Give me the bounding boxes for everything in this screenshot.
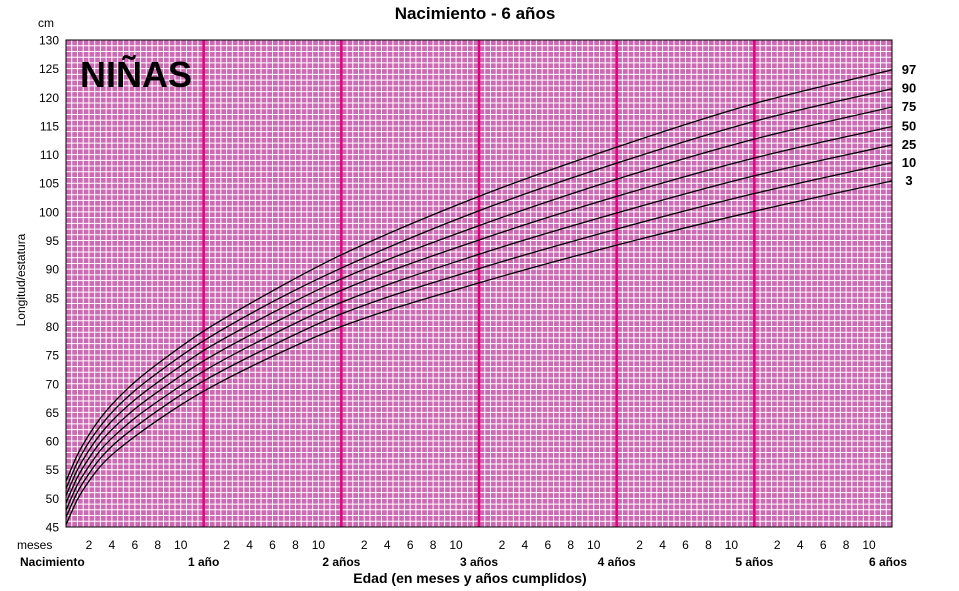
x-month-tick-label: 10 (862, 538, 876, 552)
x-row-label: meses (17, 538, 52, 552)
x-month-tick-label: 2 (223, 538, 230, 552)
x-month-tick-label: 6 (131, 538, 138, 552)
x-month-tick-label: 4 (246, 538, 253, 552)
x-month-tick-label: 10 (587, 538, 601, 552)
x-month-tick-label: 8 (154, 538, 161, 552)
y-tick-label: 60 (46, 435, 60, 449)
percentile-label-p25: 25 (902, 137, 916, 152)
percentile-curve-p75 (65, 106, 893, 496)
x-month-tick-label: 4 (659, 538, 666, 552)
percentile-labels: 97 90 75 50 25 10 3 (902, 62, 916, 188)
y-tick-label: 110 (40, 148, 59, 162)
x-month-tick-label: 6 (544, 538, 551, 552)
x-month-tick-label: 6 (820, 538, 827, 552)
x-month-tick-label: 4 (797, 538, 804, 552)
x-month-tick-label: 8 (430, 538, 437, 552)
percentile-curve-p50 (65, 125, 893, 504)
x-month-tick-label: 8 (292, 538, 299, 552)
y-tick-label: 90 (46, 263, 60, 277)
x-year-label: 1 año (188, 555, 219, 569)
x-month-tick-label: 10 (449, 538, 463, 552)
percentile-label-p90: 90 (902, 81, 916, 96)
chart-title: Nacimiento - 6 años (395, 4, 556, 23)
percentile-curve-p90 (65, 88, 893, 489)
x-month-tick-label: 2 (636, 538, 643, 552)
percentile-label-p3: 3 (905, 173, 912, 188)
x-month-tick-label: 10 (312, 538, 326, 552)
percentile-curve-p25 (65, 144, 893, 511)
percentile-label-p75: 75 (902, 99, 916, 114)
percentile-curve-p3 (65, 180, 893, 525)
percentile-label-p10: 10 (902, 155, 916, 170)
x-month-tick-label: 8 (567, 538, 574, 552)
y-tick-label: 100 (39, 205, 59, 219)
x-axis-ticks: 2 4 6 8 10 2 4 6 8 10 2 4 6 8 10 2 4 6 8 10 2 4 6 8 10 2 4 6 8 10 Naci… (20, 538, 907, 569)
percentile-label-p50: 50 (902, 119, 916, 134)
y-tick-label: 125 (39, 62, 59, 76)
x-year-label: 6 años (869, 555, 907, 569)
percentile-curve-p10 (65, 161, 893, 518)
y-tick-label: 120 (39, 91, 59, 105)
x-month-tick-label: 6 (682, 538, 689, 552)
y-tick-label: 75 (46, 349, 60, 363)
x-year-label: Nacimiento (20, 555, 85, 569)
y-tick-label: 115 (40, 119, 59, 133)
x-month-tick-label: 4 (384, 538, 391, 552)
y-tick-label: 65 (46, 406, 60, 420)
y-tick-label: 55 (46, 463, 60, 477)
y-tick-label: 70 (46, 377, 60, 391)
x-month-tick-label: 10 (725, 538, 739, 552)
x-year-label: 4 años (598, 555, 636, 569)
girls-badge: NIÑAS (80, 53, 192, 95)
y-unit-label: cm (38, 16, 54, 30)
y-tick-label: 80 (46, 320, 60, 334)
percentile-label-p97: 97 (902, 62, 916, 77)
plot-frame (65, 39, 893, 528)
x-month-tick-label: 6 (407, 538, 414, 552)
y-tick-label: 95 (46, 234, 60, 248)
y-tick-label: 50 (46, 492, 60, 506)
y-tick-label: 85 (46, 291, 60, 305)
y-tick-label: 105 (39, 177, 59, 191)
x-year-label: 2 años (322, 555, 360, 569)
x-month-tick-label: 4 (522, 538, 529, 552)
percentile-curve-p97 (65, 69, 893, 482)
x-month-tick-label: 4 (109, 538, 116, 552)
x-axis-label: Edad (en meses y años cumplidos) (353, 570, 586, 586)
x-month-tick-label: 2 (361, 538, 368, 552)
x-month-tick-label: 2 (774, 538, 781, 552)
x-month-tick-label: 8 (843, 538, 850, 552)
y-axis-ticks: 45 50 55 60 65 70 75 80 85 90 95 100 105 110 115 120 125… (39, 34, 59, 535)
y-tick-label: 45 (46, 521, 60, 535)
y-axis-label: Longitud/estatura (14, 233, 28, 326)
x-year-label: 3 años (460, 555, 498, 569)
x-month-tick-label: 6 (269, 538, 276, 552)
x-month-tick-label: 10 (174, 538, 188, 552)
x-year-label: 5 años (735, 555, 773, 569)
x-month-tick-label: 2 (499, 538, 506, 552)
percentile-curves (65, 69, 893, 525)
x-month-tick-label: 8 (705, 538, 712, 552)
x-month-tick-label: 2 (86, 538, 93, 552)
y-tick-label: 130 (39, 34, 59, 48)
